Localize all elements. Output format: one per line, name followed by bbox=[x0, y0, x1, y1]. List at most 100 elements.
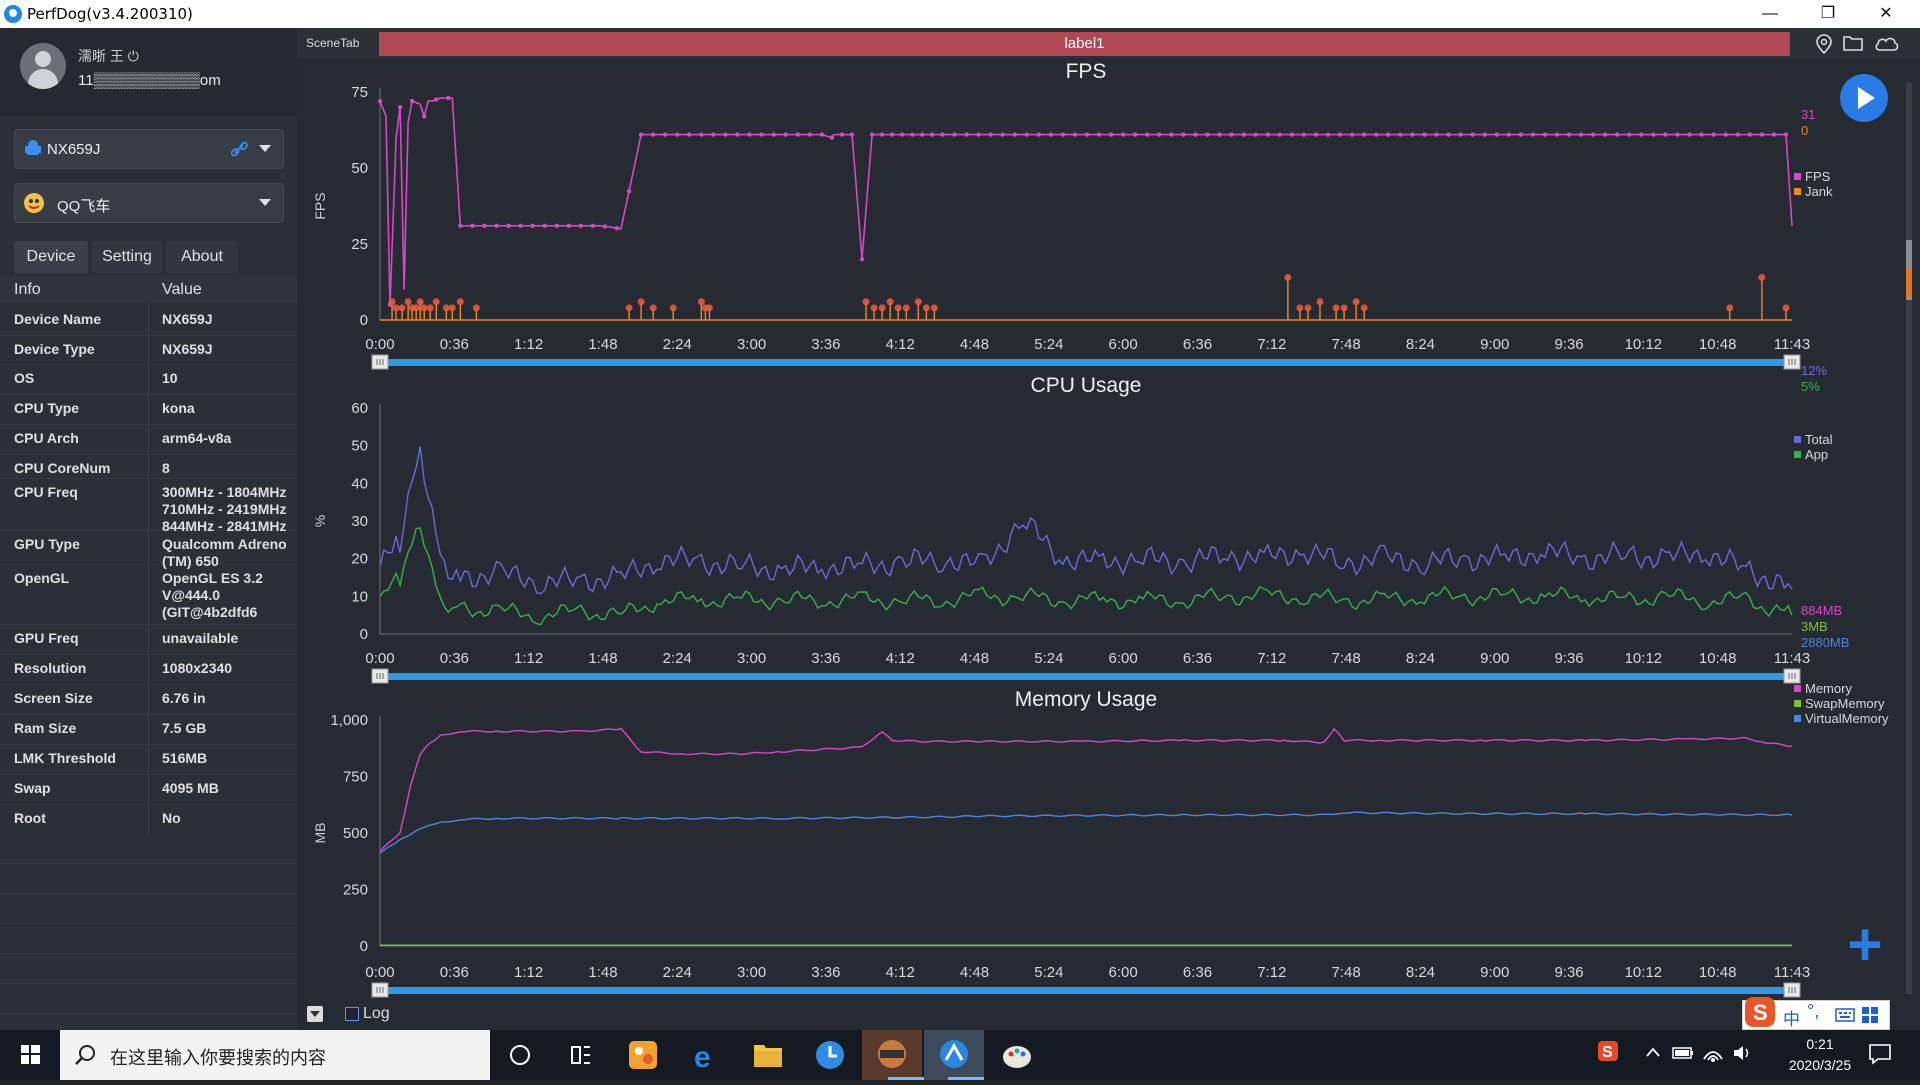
location-icon[interactable] bbox=[1814, 34, 1834, 55]
taskbar-perfdog-app[interactable] bbox=[924, 1030, 984, 1080]
chevron-down-icon bbox=[259, 145, 271, 152]
fps-point bbox=[1711, 132, 1716, 137]
play-button[interactable] bbox=[1840, 74, 1888, 122]
link-icon[interactable] bbox=[231, 141, 249, 159]
range-slider-track[interactable] bbox=[380, 987, 1792, 994]
x-tick-label: 0:36 bbox=[440, 650, 469, 667]
fps-point bbox=[1084, 132, 1090, 137]
keyboard-icon[interactable] bbox=[1835, 1008, 1855, 1022]
photos-app-icon[interactable] bbox=[623, 1035, 663, 1075]
series-line-virtualmemory bbox=[379, 811, 1793, 854]
info-table-filler bbox=[0, 834, 297, 1030]
fps-point bbox=[940, 132, 945, 137]
chart-memory: Memory Usage MB 0 250 500 750 1,000 0:00 0:36 1:1… bbox=[312, 603, 1889, 998]
fps-point bbox=[614, 226, 620, 231]
ime-punct-icon[interactable]: °, bbox=[1807, 1001, 1820, 1021]
fps-point bbox=[1651, 132, 1656, 137]
jank-marker bbox=[432, 298, 440, 306]
fps-point bbox=[409, 98, 415, 104]
x-tick-label: 8:24 bbox=[1406, 650, 1435, 667]
add-chart-button[interactable]: + bbox=[1847, 911, 1883, 978]
folder-icon[interactable] bbox=[1843, 34, 1863, 54]
chevron-up-icon[interactable] bbox=[1645, 1046, 1661, 1058]
range-slider-track[interactable] bbox=[380, 673, 1792, 680]
search-icon bbox=[75, 1045, 95, 1065]
sogou-ime-icon[interactable]: S bbox=[1597, 1040, 1619, 1062]
info-key: GPU Freq bbox=[14, 630, 79, 646]
jank-marker bbox=[1782, 304, 1790, 312]
cloud-icon[interactable] bbox=[1874, 34, 1900, 54]
jank-marker bbox=[1296, 304, 1304, 312]
fps-point bbox=[1169, 132, 1174, 137]
tab-about[interactable]: About bbox=[166, 241, 238, 273]
fps-point bbox=[518, 223, 523, 228]
tab-setting[interactable]: Setting bbox=[92, 241, 162, 273]
task-view-icon[interactable] bbox=[560, 1035, 600, 1075]
ime-grid-icon[interactable] bbox=[1861, 1006, 1879, 1024]
close-button[interactable]: ✕ bbox=[1879, 5, 1893, 22]
fps-point bbox=[1157, 132, 1162, 137]
windows-start-button[interactable] bbox=[0, 1030, 60, 1080]
fps-point bbox=[590, 223, 596, 228]
jank-marker bbox=[392, 304, 400, 312]
fps-point bbox=[783, 132, 788, 137]
scrollbar-marker bbox=[1906, 268, 1912, 298]
jank-marker bbox=[669, 304, 677, 312]
info-key: CPU Arch bbox=[14, 430, 79, 446]
tab-device[interactable]: Device bbox=[14, 241, 88, 273]
paint-app-icon[interactable] bbox=[997, 1035, 1037, 1075]
edge-browser-icon[interactable]: e bbox=[686, 1035, 726, 1075]
notification-icon[interactable] bbox=[1868, 1043, 1892, 1065]
user-email: 11▒▒▒▒▒▒▒▒▒▒om bbox=[78, 72, 221, 89]
jank-marker bbox=[886, 298, 894, 306]
log-checkbox[interactable] bbox=[345, 1007, 359, 1021]
info-value: unavailable bbox=[162, 630, 239, 646]
scene-label-bar[interactable]: label1 bbox=[379, 32, 1790, 56]
info-key: CPU Type bbox=[14, 400, 80, 416]
fps-point bbox=[1434, 132, 1439, 137]
info-row: GPU Freq unavailable bbox=[0, 624, 297, 655]
info-value: kona bbox=[162, 400, 195, 416]
info-value: 6.76 in bbox=[162, 690, 206, 706]
info-key: CPU Freq bbox=[14, 484, 78, 500]
search-placeholder: 在这里输入你要搜索的内容 bbox=[110, 1048, 326, 1069]
fps-point bbox=[839, 132, 845, 137]
jank-marker bbox=[472, 304, 480, 312]
collapse-button[interactable] bbox=[307, 1006, 323, 1022]
taskbar-game-app[interactable] bbox=[862, 1030, 922, 1080]
battery-icon[interactable] bbox=[1672, 1045, 1694, 1061]
series-current-value: 31 bbox=[1801, 107, 1815, 122]
app-qqspeed-icon bbox=[24, 193, 44, 213]
system-clock[interactable]: 0:21 2020/3/25 bbox=[1770, 1034, 1870, 1076]
avatar[interactable] bbox=[20, 43, 66, 89]
x-tick-label: 0:36 bbox=[440, 336, 469, 353]
fps-point bbox=[1386, 132, 1391, 137]
wifi-icon[interactable] bbox=[1702, 1043, 1724, 1063]
fps-point bbox=[1325, 132, 1331, 137]
info-header-value: Value bbox=[162, 281, 202, 298]
ime-mode[interactable]: 中 bbox=[1783, 1010, 1800, 1030]
jank-marker bbox=[420, 304, 428, 312]
app-dropdown[interactable]: QQ飞车 bbox=[14, 183, 284, 223]
x-tick-label: 2:24 bbox=[663, 964, 692, 981]
range-slider-track[interactable] bbox=[380, 359, 1792, 366]
device-dropdown[interactable]: NX659J bbox=[14, 129, 284, 169]
fps-point bbox=[1530, 132, 1536, 137]
fps-point bbox=[651, 132, 656, 137]
volume-icon[interactable] bbox=[1732, 1043, 1754, 1063]
search-input[interactable]: 在这里输入你要搜索的内容 bbox=[60, 1030, 490, 1080]
scene-tab-label[interactable]: SceneTab bbox=[306, 36, 360, 50]
minimize-button[interactable]: — bbox=[1762, 5, 1778, 22]
clock-app-icon[interactable] bbox=[810, 1035, 850, 1075]
cortana-icon[interactable] bbox=[500, 1035, 540, 1075]
scrollbar[interactable] bbox=[1906, 82, 1912, 994]
fps-point bbox=[1374, 132, 1379, 137]
ime-toolbar[interactable]: S 中 °, bbox=[1742, 997, 1890, 1030]
info-value: No bbox=[162, 810, 181, 826]
file-explorer-icon[interactable] bbox=[748, 1035, 788, 1075]
x-tick-label: 6:00 bbox=[1109, 964, 1138, 981]
fps-point bbox=[530, 223, 535, 228]
fps-point bbox=[1121, 132, 1126, 137]
restore-button[interactable]: ❐ bbox=[1820, 5, 1836, 22]
info-row: Ram Size 7.5 GB bbox=[0, 714, 297, 745]
